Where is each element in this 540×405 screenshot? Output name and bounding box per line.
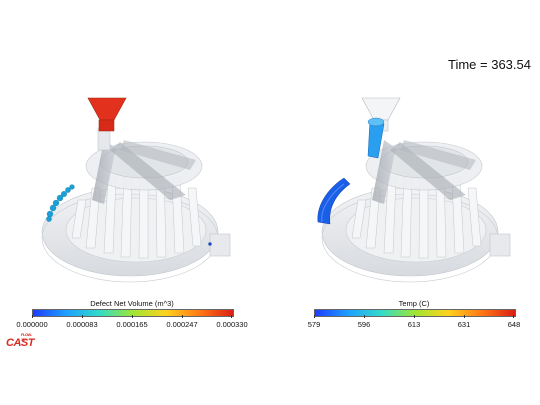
defect-volume-legend-title: Defect Net Volume (m^3) [90, 299, 174, 308]
defect-volume-ticks [32, 315, 232, 318]
defect-volume-tick-label: 0.000083 [66, 320, 98, 329]
defect-volume-model [41, 97, 231, 283]
temperature-tick-label: 631 [457, 320, 471, 329]
temperature-ticks [314, 315, 514, 318]
temperature-color-bar [314, 309, 516, 317]
flow3d-cast-logo: FLOW-3D CAST [6, 332, 34, 349]
temperature-tick-label: 613 [407, 320, 421, 329]
defect-volume-tick-label: 0.000247 [166, 320, 198, 329]
logo-text: CAST [6, 337, 34, 349]
defect-volume-tick-label: 0.000330 [216, 320, 248, 329]
defect-volume-color-bar [32, 309, 234, 317]
temperature-tick-label: 579 [307, 320, 321, 329]
temperature-model [317, 97, 511, 283]
temperature-tick-label: 596 [357, 320, 371, 329]
time-readout: Time = 363.54 [448, 57, 531, 72]
defect-volume-tick-label: 0.000165 [116, 320, 148, 329]
defect-volume-tick-label: 0.000000 [16, 320, 48, 329]
logo-prefix: FLOW-3D [21, 332, 32, 342]
temperature-legend-title: Temp (C) [398, 299, 430, 308]
temperature-tick-label: 648 [507, 320, 521, 329]
